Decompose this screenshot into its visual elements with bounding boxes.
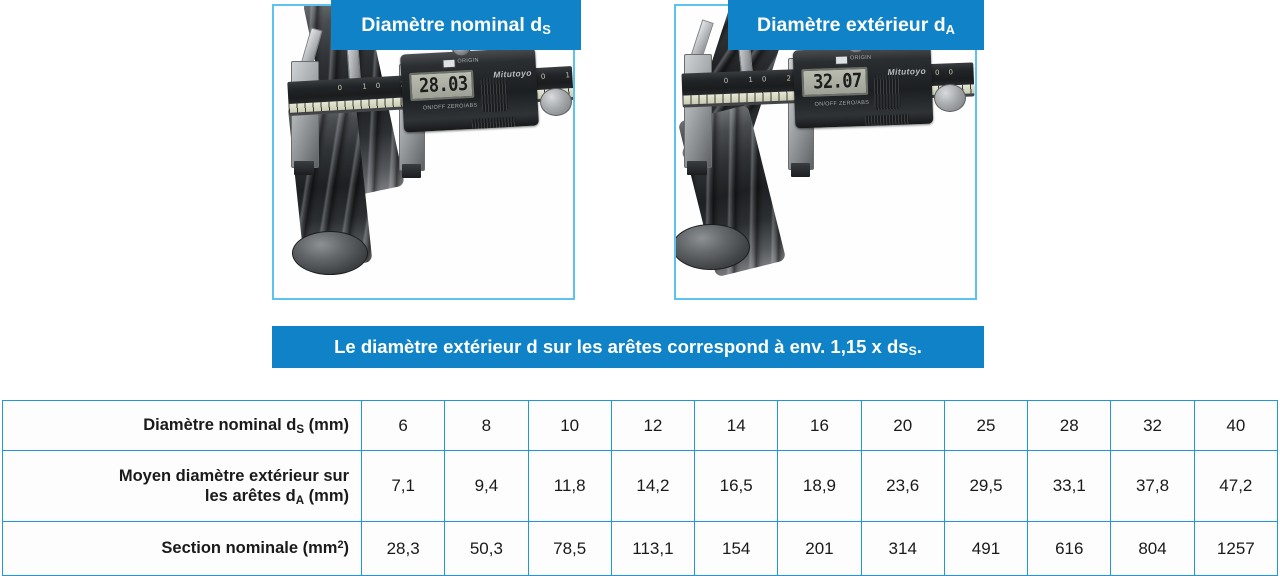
table-cell: 14,2: [610, 450, 696, 522]
table-cell: 616: [1027, 521, 1112, 576]
caption-subscript: A: [945, 21, 955, 37]
caliper-origin-label-right: ORIGIN: [849, 54, 872, 62]
table-cell: 16: [777, 400, 862, 451]
caption-text: Diamètre extérieur d: [757, 13, 946, 36]
photo-panel-nominal-diameter: 0 10 20 30 90 100 ORIGIN 28.03 Mitutoyo …: [272, 4, 575, 300]
caliper-fixed-jaw-tip-left: [294, 161, 314, 175]
table-cell: 25: [943, 400, 1029, 451]
caliper-button-labels-left[interactable]: ON/OFF ZERO/ABS: [422, 102, 478, 112]
table-cell: 28: [1027, 400, 1112, 451]
row-label-text: Section nominale (mm: [161, 539, 338, 558]
row-label-text: Moyen diamètre extérieur sur: [118, 466, 349, 485]
caliper-origin-switch-right[interactable]: [834, 55, 849, 65]
row-label-mean-outer-diameter: Moyen diamètre extérieur sur les arêtes d…: [2, 450, 362, 522]
info-banner-subscript: S: [908, 344, 917, 358]
table-row: Section nominale (mm2) 28,3 50,3 78,5 11…: [2, 521, 1279, 576]
table-row: Diamètre nominal dS (mm) 6 8 10 12 14 16…: [2, 400, 1279, 451]
photo-row: 0 10 20 30 90 100 ORIGIN 28.03 Mitutoyo …: [272, 0, 984, 300]
row-label-text-2: les arêtes d: [204, 487, 296, 505]
caliper-thumb-roller-right[interactable]: [865, 114, 910, 126]
table-cell: 14: [694, 400, 779, 451]
table-cell: 78,5: [527, 521, 612, 576]
rebar-cut-face-right: [676, 224, 750, 270]
table-cell: 491: [943, 521, 1029, 576]
table-cell: 11,8: [527, 450, 612, 522]
info-banner-text: Le diamètre extérieur d sur les arêtes c…: [334, 336, 909, 357]
photo-panel-outer-diameter: 0 10 20 30 100 110 ORIGIN 32.07 Mitutoyo…: [674, 4, 977, 300]
row-label-nominal-section: Section nominale (mm2): [2, 521, 362, 576]
table-cell: 16,5: [694, 450, 779, 522]
caliper-display-body-right: ORIGIN 32.07 Mitutoyo ON/OFF ZERO/ABS: [792, 35, 934, 129]
caliper-depth-wheel-left[interactable]: [540, 88, 572, 116]
caliper-movable-jaw-tip-left: [402, 164, 421, 178]
caliper-display-body-left: ORIGIN 28.03 Mitutoyo ON/OFF ZERO/ABS: [400, 38, 539, 133]
table-cell: 8: [444, 400, 529, 451]
table-cell: 23,6: [860, 450, 945, 522]
table-cell: 28,3: [360, 521, 446, 576]
table-cell: 29,5: [943, 450, 1029, 522]
table-cell: 314: [860, 521, 945, 576]
caliper-scene-left: 0 10 20 30 90 100 ORIGIN 28.03 Mitutoyo …: [274, 6, 573, 298]
table-cell: 18,9: [777, 450, 862, 522]
rebar-spec-table: Diamètre nominal dS (mm) 6 8 10 12 14 16…: [2, 400, 1279, 576]
table-cell: 32: [1110, 400, 1195, 451]
table-cell: 9,4: [444, 450, 529, 522]
table-cell: 6: [360, 400, 446, 451]
table-cell: 1257: [1193, 521, 1279, 576]
caliper-knurl-left: [480, 77, 509, 113]
row-label-unit: ): [343, 539, 350, 558]
caliper-lcd-right: 32.07: [801, 66, 869, 98]
row-label-subscript: S: [296, 424, 305, 437]
table-row: Moyen diamètre extérieur sur les arêtes d…: [2, 450, 1279, 522]
row-label-unit: (mm): [304, 416, 349, 435]
caliper-movable-jaw-tip-right: [791, 163, 810, 177]
caliper-origin-label-left: ORIGIN: [457, 57, 479, 65]
table-cell: 804: [1110, 521, 1195, 576]
table-cell: 33,1: [1027, 450, 1112, 522]
caliper-thumb-roller-left[interactable]: [471, 116, 516, 129]
caliper-reading-left: 28.03: [418, 72, 469, 99]
table-cell: 37,8: [1110, 450, 1195, 522]
table-cell: 40: [1193, 400, 1279, 451]
row-label-superscript: 2: [337, 539, 344, 552]
table-cell: 154: [694, 521, 779, 576]
row-label-unit: (mm): [304, 487, 349, 505]
row-label-nominal-diameter: Diamètre nominal dS (mm): [2, 400, 362, 451]
info-banner-text-end: .: [916, 336, 922, 357]
caliper-reading-right: 32.07: [812, 69, 863, 95]
table-cell: 50,3: [444, 521, 529, 576]
caliper-button-labels-right[interactable]: ON/OFF ZERO/ABS: [814, 99, 870, 108]
table-cell: 7,1: [360, 450, 446, 522]
caliper-fixed-jaw-tip-right: [687, 161, 707, 175]
caliper-lcd-left: 28.03: [409, 69, 475, 102]
table-cell: 201: [777, 521, 862, 576]
caliper-depth-wheel-right[interactable]: [934, 84, 966, 112]
row-label-subscript: A: [295, 495, 305, 507]
caliper-scene-right: 0 10 20 30 100 110 ORIGIN 32.07 Mitutoyo…: [676, 6, 975, 298]
caption-text: Diamètre nominal d: [361, 13, 543, 36]
table-cell: 12: [610, 400, 696, 451]
row-label-text: Diamètre nominal d: [143, 416, 297, 435]
table-cell: 20: [860, 400, 945, 451]
caption-subscript: S: [542, 21, 551, 37]
table-cell: 47,2: [1193, 450, 1279, 522]
caliper-fixed-jaw-right: [684, 54, 712, 168]
rebar-cut-face-left: [292, 231, 368, 275]
info-banner: Le diamètre extérieur d sur les arêtes c…: [272, 326, 984, 368]
table-cell: 113,1: [610, 521, 696, 576]
caliper-origin-switch-left[interactable]: [442, 58, 456, 69]
caliper-knurl-right: [873, 74, 901, 110]
table-cell: 10: [527, 400, 612, 451]
